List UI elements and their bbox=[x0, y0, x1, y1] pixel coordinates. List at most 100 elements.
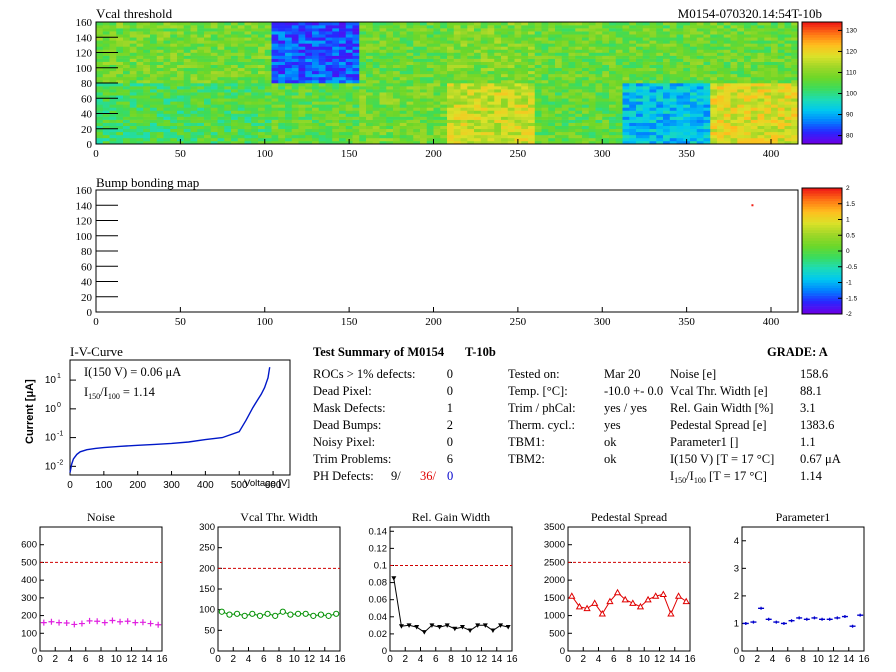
vcal-pixel bbox=[224, 61, 232, 65]
vcal-pixel bbox=[507, 92, 515, 96]
vcal-pixel bbox=[723, 131, 731, 136]
vcal-pixel bbox=[744, 101, 752, 105]
vcal-pixel bbox=[109, 28, 117, 32]
vcal-pixel bbox=[426, 101, 434, 105]
vcal-pixel bbox=[541, 73, 549, 78]
vcal-pixel bbox=[575, 119, 583, 123]
vcal-pixel bbox=[723, 28, 731, 32]
vcal-pixel bbox=[487, 43, 495, 47]
vcal-pixel bbox=[433, 119, 441, 123]
vcal-pixel bbox=[453, 128, 461, 133]
vcal-pixel bbox=[136, 89, 144, 93]
roc-plot-point bbox=[750, 620, 757, 624]
vcal-pixel bbox=[609, 34, 617, 38]
vcal-pixel bbox=[669, 89, 677, 93]
vcal-pixel bbox=[507, 137, 515, 142]
vcal-pixel bbox=[602, 49, 610, 53]
vcal-pixel bbox=[352, 52, 360, 56]
vcal-pixel bbox=[433, 113, 441, 117]
vcal-pixel bbox=[325, 110, 333, 114]
vcal-pixel bbox=[669, 46, 677, 50]
vcal-pixel bbox=[298, 122, 306, 126]
vcal-pixel bbox=[507, 52, 515, 56]
vcal-pixel bbox=[406, 119, 414, 123]
vcal-pixel bbox=[271, 83, 279, 87]
vcal-pixel bbox=[501, 49, 509, 53]
vcal-pixel bbox=[669, 107, 677, 111]
vcal-pixel bbox=[123, 122, 131, 126]
vcal-pixel bbox=[791, 64, 799, 69]
vcal-pixel bbox=[386, 79, 394, 84]
vcal-pixel bbox=[177, 98, 185, 102]
vcal-pixel bbox=[244, 86, 252, 90]
vcal-pixel bbox=[318, 49, 326, 53]
vcal-pixel bbox=[183, 134, 191, 139]
vcal-pixel bbox=[676, 52, 684, 56]
vcal-pixel bbox=[683, 55, 691, 59]
vcal-pixel bbox=[737, 25, 745, 29]
vcal-pixel bbox=[177, 122, 185, 126]
vcal-pixel bbox=[204, 25, 212, 29]
vcal-pixel bbox=[264, 28, 272, 32]
vcal-pixel bbox=[703, 55, 711, 59]
vcal-pixel bbox=[683, 25, 691, 29]
vcal-pixel bbox=[399, 64, 407, 69]
vcal-pixel bbox=[507, 64, 515, 69]
vcal-pixel bbox=[561, 52, 569, 56]
vcal-pixel bbox=[433, 131, 441, 136]
vcal-pixel bbox=[696, 134, 704, 139]
vcal-pixel bbox=[325, 43, 333, 47]
vcal-pixel bbox=[366, 73, 374, 78]
vcal-pixel bbox=[440, 134, 448, 139]
vcal-pixel bbox=[453, 64, 461, 69]
vcal-pixel bbox=[636, 107, 644, 111]
vcal-pixel bbox=[548, 134, 556, 139]
vcal-pixel bbox=[494, 61, 502, 65]
vcal-pixel bbox=[109, 89, 117, 93]
vcal-pixel bbox=[426, 92, 434, 96]
vcal-pixel bbox=[237, 101, 245, 105]
vcal-pixel bbox=[737, 28, 745, 32]
vcal-pixel bbox=[453, 43, 461, 47]
vcal-pixel bbox=[791, 119, 799, 123]
vcal-pixel bbox=[622, 55, 630, 59]
bump-colorbar-band bbox=[802, 203, 842, 207]
vcal-pixel bbox=[251, 134, 259, 139]
vcal-pixel bbox=[771, 34, 779, 38]
summary-right-label: Rel. Gain Width [%] bbox=[670, 401, 773, 415]
vcal-pixel bbox=[507, 70, 515, 75]
vcal-pixel bbox=[197, 22, 205, 26]
vcal-pixel bbox=[298, 137, 306, 142]
vcal-pixel bbox=[379, 86, 387, 90]
roc-plot-point bbox=[256, 612, 264, 619]
vcal-pixel bbox=[399, 67, 407, 72]
vcal-pixel bbox=[710, 113, 718, 117]
vcal-pixel bbox=[339, 140, 347, 145]
vcal-pixel bbox=[494, 104, 502, 108]
vcal-pixel bbox=[568, 58, 576, 62]
vcal-colorbar-band bbox=[802, 141, 842, 145]
vcal-colorbar-band bbox=[802, 126, 842, 130]
roc-plot-point bbox=[241, 612, 248, 619]
vcal-pixel bbox=[197, 37, 205, 41]
summary-right-label: Noise [e] bbox=[670, 367, 716, 381]
bump-x-tick-label: 50 bbox=[175, 316, 187, 328]
vcal-pixel bbox=[602, 70, 610, 75]
vcal-pixel bbox=[744, 95, 752, 99]
vcal-pixel bbox=[379, 140, 387, 145]
vcal-pixel bbox=[244, 128, 252, 133]
vcal-pixel bbox=[555, 140, 563, 145]
vcal-pixel bbox=[210, 49, 218, 53]
vcal-pixel bbox=[663, 76, 671, 81]
vcal-pixel bbox=[116, 49, 124, 53]
vcal-pixel bbox=[703, 98, 711, 102]
vcal-pixel bbox=[420, 125, 428, 130]
vcal-pixel bbox=[305, 116, 313, 120]
vcal-pixel bbox=[676, 67, 684, 72]
vcal-pixel bbox=[474, 107, 482, 111]
vcal-pixel bbox=[588, 107, 596, 111]
vcal-pixel bbox=[460, 67, 468, 72]
vcal-pixel bbox=[710, 86, 718, 90]
vcal-pixel bbox=[514, 89, 522, 93]
vcal-pixel bbox=[271, 73, 279, 78]
